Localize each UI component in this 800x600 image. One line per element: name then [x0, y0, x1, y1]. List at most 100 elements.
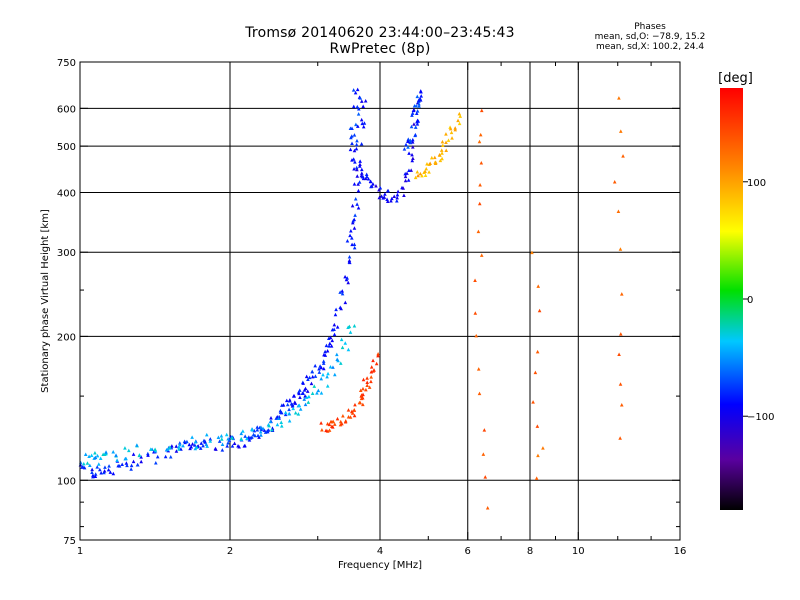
- data-point: [374, 183, 378, 188]
- data-point: [255, 428, 260, 432]
- data-point: [536, 453, 540, 458]
- data-point: [618, 382, 623, 386]
- data-point: [204, 442, 209, 446]
- data-point: [177, 447, 181, 451]
- data-point: [321, 359, 326, 363]
- data-point: [259, 433, 263, 437]
- data-point: [354, 146, 359, 151]
- data-point: [307, 394, 311, 399]
- data-point: [617, 96, 621, 100]
- data-point: [416, 173, 420, 178]
- data-point: [239, 431, 244, 436]
- y-axis-label: Stationary phase Virtual Height [km]: [40, 209, 51, 393]
- data-point: [226, 437, 230, 441]
- data-point: [268, 419, 273, 424]
- data-point: [258, 429, 263, 434]
- data-point: [376, 352, 380, 356]
- data-point: [137, 453, 142, 458]
- data-point: [439, 148, 444, 152]
- data-point: [340, 291, 345, 296]
- data-point: [457, 111, 462, 116]
- data-point: [365, 174, 369, 179]
- data-point: [323, 349, 327, 354]
- data-point: [352, 242, 357, 247]
- data-point: [129, 463, 134, 468]
- data-point: [413, 132, 418, 137]
- data-point: [359, 99, 364, 103]
- data-point: [243, 443, 247, 448]
- data-point: [346, 325, 350, 329]
- data-point: [90, 470, 94, 475]
- data-point: [255, 425, 260, 429]
- data-point: [288, 398, 292, 402]
- data-point: [114, 453, 118, 457]
- plot-axes: 1 2 4 6 8 10 16 75 100 200 300 400 500 600 750 Frequenc…: [40, 58, 686, 571]
- data-point: [102, 469, 107, 473]
- data-point: [332, 322, 337, 327]
- data-point: [346, 280, 351, 285]
- data-point: [146, 453, 150, 457]
- data-point: [419, 94, 424, 98]
- data-point: [401, 186, 406, 190]
- x-tick-label: 16: [674, 546, 687, 557]
- data-point: [303, 402, 308, 407]
- data-point: [405, 139, 410, 143]
- data-point: [361, 124, 366, 129]
- data-point: [350, 141, 354, 145]
- data-point: [256, 433, 260, 438]
- data-point: [343, 420, 348, 424]
- data-point: [476, 229, 481, 234]
- data-point: [232, 441, 237, 445]
- data-point: [482, 428, 487, 432]
- data-point: [280, 403, 284, 407]
- data-point: [456, 118, 460, 123]
- data-point: [123, 446, 127, 450]
- data-point: [411, 145, 415, 149]
- data-point: [93, 474, 98, 479]
- data-point: [358, 159, 362, 163]
- data-point: [83, 452, 88, 457]
- data-point: [358, 388, 363, 392]
- data-point: [322, 352, 326, 357]
- data-point: [348, 233, 352, 238]
- data-point: [376, 353, 380, 358]
- data-point: [292, 400, 297, 404]
- data-point: [338, 361, 343, 365]
- data-point: [360, 174, 365, 179]
- data-point: [202, 438, 206, 443]
- data-point: [348, 330, 353, 334]
- colorbar-tick-label: −100: [747, 412, 774, 423]
- data-point: [332, 422, 337, 426]
- data-point: [403, 178, 408, 183]
- chart-title-line-1: Tromsø 20140620 23:44:00–23:45:43: [245, 25, 515, 41]
- chart-title-line-2: RwPretec (8p): [329, 41, 431, 57]
- data-point: [402, 193, 406, 197]
- data-point: [361, 176, 366, 181]
- y-tick-label: 400: [57, 188, 76, 199]
- data-point: [115, 458, 119, 462]
- data-point: [279, 420, 284, 424]
- data-point: [355, 124, 360, 128]
- data-point: [378, 186, 383, 190]
- data-point: [328, 341, 332, 346]
- phases-heading: Phases: [634, 22, 666, 32]
- y-tick-label: 200: [57, 332, 76, 343]
- data-point: [360, 167, 364, 172]
- data-point: [174, 444, 179, 448]
- data-point: [230, 436, 234, 440]
- data-point: [352, 226, 357, 230]
- data-point: [352, 133, 357, 137]
- data-point: [135, 443, 139, 447]
- colorbar-label: [deg]: [718, 71, 753, 86]
- data-point: [440, 151, 444, 155]
- data-point: [208, 437, 213, 441]
- colorbar-tick-label: 0: [747, 295, 753, 306]
- data-point: [347, 260, 352, 264]
- data-point: [618, 247, 623, 251]
- data-point: [185, 439, 189, 444]
- data-point: [305, 389, 310, 393]
- data-point: [310, 369, 315, 374]
- data-point: [93, 472, 98, 476]
- data-point: [356, 112, 361, 116]
- x-tick-label: 4: [377, 546, 383, 557]
